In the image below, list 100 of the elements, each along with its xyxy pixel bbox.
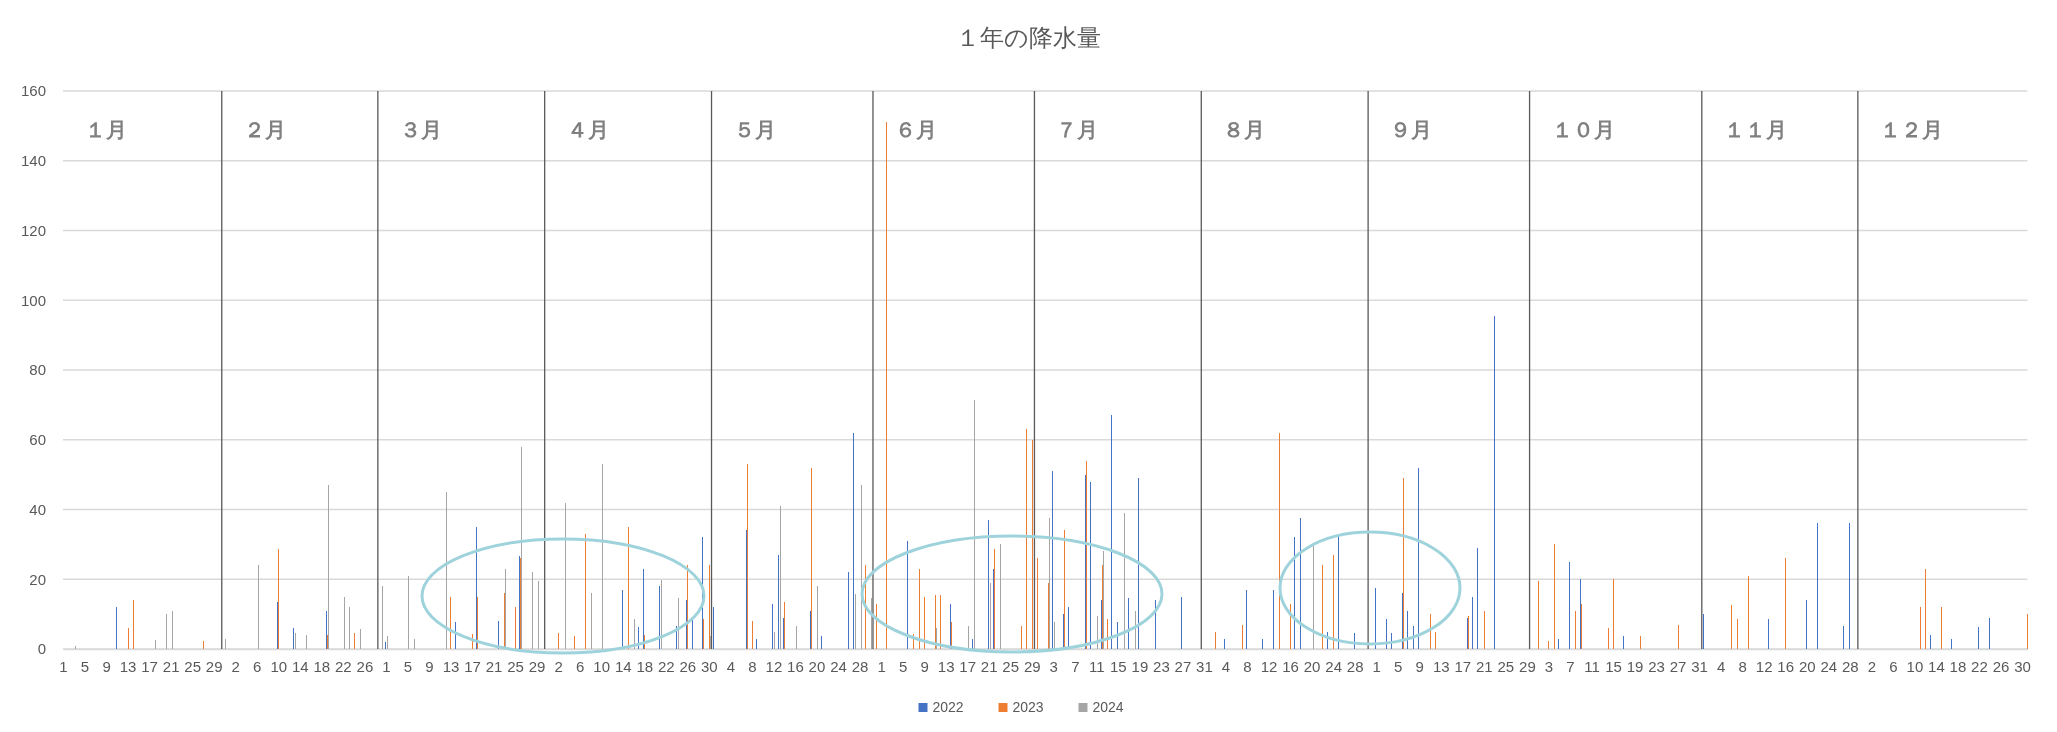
x-tick-label: 3 [1049, 657, 1058, 675]
annotation: ９月 [1390, 118, 1433, 141]
annotation: ３月 [399, 118, 442, 141]
x-tick-label: 3 [1544, 657, 1554, 675]
y-tick-label: 40 [29, 500, 46, 518]
x-tick-label: 18 [636, 657, 654, 675]
x-tick-label: 17 [959, 657, 977, 675]
x-tick-label: 21 [485, 657, 503, 675]
x-tick-label: 26 [356, 657, 374, 675]
y-tick-label: 0 [37, 640, 46, 658]
annotation: ４月 [566, 118, 609, 141]
x-tick-label: 16 [1777, 657, 1795, 675]
y-tick-label: 160 [20, 82, 46, 100]
legend-label: 2024 [1092, 699, 1124, 715]
x-tick-label: 21 [1475, 657, 1493, 675]
x-tick-label: 9 [920, 657, 929, 675]
x-tick-label: 27 [1669, 657, 1687, 675]
x-tick-label: 28 [851, 657, 869, 675]
x-tick-label: 22 [1971, 657, 1988, 675]
x-tick-label: 20 [1798, 657, 1816, 675]
x-tick-label: 5 [898, 657, 908, 675]
x-tick-label: 10 [270, 657, 288, 675]
x-tick-label: 1 [1372, 657, 1381, 675]
x-tick-label: 24 [830, 657, 847, 675]
x-tick-label: 13 [119, 657, 137, 675]
x-tick-label: 4 [1221, 657, 1231, 675]
x-tick-label: 9 [102, 657, 111, 675]
x-tick-label: 26 [1992, 657, 2010, 675]
x-tick-label: 8 [1243, 657, 1252, 675]
x-tick-label: 10 [1906, 657, 1924, 675]
y-tick-label: 80 [29, 361, 46, 379]
x-tick-label: 23 [1648, 657, 1665, 675]
x-tick-label: 29 [1023, 657, 1041, 675]
x-tick-label: 26 [679, 657, 697, 675]
x-tick-label: 8 [748, 657, 757, 675]
x-tick-label: 24 [1325, 657, 1342, 675]
x-tick-label: 1 [59, 657, 68, 675]
x-tick-label: 20 [808, 657, 826, 675]
x-tick-label: 16 [1282, 657, 1299, 675]
x-tick-label: 1 [382, 657, 391, 675]
y-tick-label: 140 [20, 152, 46, 170]
x-tick-label: 5 [80, 657, 90, 675]
x-tick-label: 29 [205, 657, 223, 675]
x-tick-label: 7 [1566, 657, 1575, 675]
x-tick-label: 18 [313, 657, 331, 675]
x-tick-label: 24 [1820, 657, 1838, 675]
annotation: ５月 [733, 118, 776, 141]
x-tick-label: 6 [253, 657, 262, 675]
annotation: １１月 [1723, 118, 1787, 141]
x-tick-label: 28 [1841, 657, 1859, 675]
x-tick-label: 13 [442, 657, 460, 675]
legend-label: 2023 [1012, 699, 1044, 715]
x-tick-label: 12 [1755, 657, 1773, 675]
x-tick-label: 2 [554, 657, 563, 675]
x-tick-label: 10 [593, 657, 611, 675]
x-tick-label: 12 [1260, 657, 1278, 675]
x-tick-label: 30 [2014, 657, 2031, 675]
annotation: ７月 [1056, 118, 1099, 141]
x-tick-label: 20 [1303, 657, 1321, 675]
y-tick-label: 60 [29, 431, 46, 449]
legend-label: 2022 [932, 699, 964, 715]
x-tick-label: 17 [1454, 657, 1472, 675]
x-tick-label: 29 [1519, 657, 1536, 675]
x-tick-label: 22 [657, 657, 675, 675]
x-tick-label: 25 [1497, 657, 1515, 675]
x-tick-label: 25 [1002, 657, 1020, 675]
x-tick-label: 19 [1626, 657, 1644, 675]
x-tick-label: 27 [1174, 657, 1192, 675]
x-tick-label: 13 [1432, 657, 1450, 675]
x-tick-label: 16 [787, 657, 804, 675]
y-tick-label: 100 [20, 291, 46, 309]
x-tick-label: 30 [700, 657, 718, 675]
annotation: ２月 [243, 118, 286, 141]
x-tick-label: 31 [1196, 657, 1213, 675]
x-tick-label: 11 [1584, 657, 1600, 675]
annotation: １２月 [1879, 118, 1943, 141]
x-tick-label: 8 [1738, 657, 1747, 675]
x-tick-label: 6 [575, 657, 585, 675]
x-tick-label: 17 [141, 657, 158, 675]
x-tick-label: 15 [1110, 657, 1127, 675]
x-tick-label: 21 [980, 657, 998, 675]
x-tick-label: 2 [231, 657, 240, 675]
x-tick-label: 15 [1605, 657, 1622, 675]
x-tick-label: 7 [1071, 657, 1080, 675]
y-tick-label: 120 [20, 221, 46, 239]
x-tick-label: 14 [291, 657, 309, 675]
x-tick-label: 6 [1889, 657, 1898, 675]
x-tick-label: 21 [162, 657, 180, 675]
annotation: １０月 [1551, 118, 1615, 141]
x-tick-label: 19 [1131, 657, 1149, 675]
x-tick-label: 2 [1867, 657, 1876, 675]
x-tick-label: 22 [335, 657, 352, 675]
x-tick-label: 13 [937, 657, 955, 675]
x-tick-label: 4 [1716, 657, 1726, 675]
x-tick-label: 18 [1949, 657, 1967, 675]
x-tick-label: 23 [1153, 657, 1170, 675]
x-tick-label: 4 [726, 657, 736, 675]
x-tick-label: 28 [1346, 657, 1364, 675]
x-tick-label: 29 [528, 657, 546, 675]
x-tick-label: 9 [425, 657, 434, 675]
